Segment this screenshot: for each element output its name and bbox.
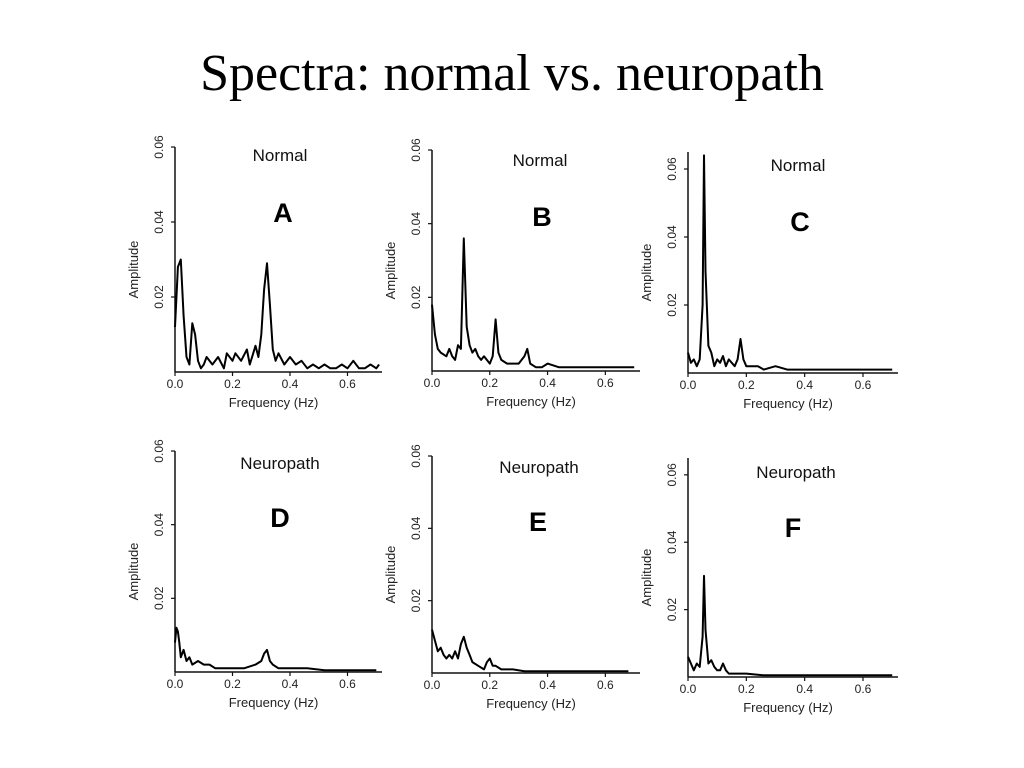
panel-letter-c: C: [790, 207, 810, 237]
series-line-e: [431, 629, 629, 673]
panel-letter-f: F: [785, 513, 802, 543]
y-tick-label-a: 0.04: [152, 210, 166, 234]
y-axis-label-c: Amplitude: [639, 244, 654, 302]
y-axis-label-a: Amplitude: [126, 241, 141, 299]
series-line-a: [174, 258, 380, 370]
y-axis-label-d: Amplitude: [126, 543, 141, 601]
x-tick-label-d: 0.6: [339, 677, 356, 691]
y-tick-label-a: 0.06: [152, 135, 166, 159]
x-tick-label-a: 0.6: [339, 377, 356, 391]
x-tick-label-c: 0.4: [796, 378, 813, 392]
x-tick-label-e: 0.2: [481, 678, 498, 692]
y-tick-label-d: 0.04: [152, 513, 166, 537]
panel-letter-e: E: [529, 507, 547, 537]
x-axis-label-a: Frequency (Hz): [229, 395, 319, 410]
x-tick-label-c: 0.2: [738, 378, 755, 392]
x-tick-label-a: 0.4: [282, 377, 299, 391]
y-tick-label-c: 0.06: [665, 157, 679, 181]
x-axis-label-b: Frequency (Hz): [486, 394, 576, 409]
x-tick-label-f: 0.4: [796, 682, 813, 696]
x-tick-label-f: 0.6: [855, 682, 872, 696]
series-line-d: [174, 626, 377, 672]
chart-d: 0.0 0.2 0.4 0.6 0.02 0.04 0.06 Frequency (Hz) Am…: [126, 439, 382, 710]
x-tick-label-a: 0.0: [167, 377, 184, 391]
x-tick-label-c: 0.6: [855, 378, 872, 392]
series-line-c: [687, 154, 893, 371]
x-tick-label-b: 0.4: [539, 376, 556, 390]
y-axis-label-e: Amplitude: [383, 546, 398, 604]
y-tick-label-c: 0.02: [665, 293, 679, 317]
y-tick-label-e: 0.06: [409, 444, 423, 468]
y-tick-label-c: 0.04: [665, 225, 679, 249]
x-axis-label-f: Frequency (Hz): [743, 700, 833, 715]
y-tick-label-a: 0.02: [152, 285, 166, 309]
y-tick-label-e: 0.02: [409, 589, 423, 613]
chart-f: 0.0 0.2 0.4 0.6 0.02 0.04 0.06 Frequency (Hz) Am…: [639, 458, 898, 715]
panel-letter-b: B: [532, 202, 552, 232]
y-axis-label-b: Amplitude: [383, 242, 398, 300]
y-tick-label-f: 0.02: [665, 598, 679, 622]
panel-letter-a: A: [273, 198, 293, 228]
y-tick-label-e: 0.04: [409, 516, 423, 540]
x-tick-label-e: 0.6: [597, 678, 614, 692]
y-tick-label-d: 0.06: [152, 439, 166, 463]
x-tick-label-f: 0.2: [738, 682, 755, 696]
x-tick-label-b: 0.2: [481, 376, 498, 390]
x-tick-label-d: 0.4: [282, 677, 299, 691]
x-tick-label-e: 0.4: [539, 678, 556, 692]
x-axis-label-e: Frequency (Hz): [486, 696, 576, 711]
chart-b: 0.0 0.2 0.4 0.6 0.02 0.04 0.06 Frequency (Hz) Am…: [383, 138, 640, 409]
chart-title-d: Neuropath: [240, 454, 319, 473]
y-tick-label-b: 0.02: [409, 285, 423, 309]
x-tick-label-d: 0.2: [224, 677, 241, 691]
chart-c: 0.0 0.2 0.4 0.6 0.02 0.04 0.06 Frequency (Hz) Am…: [639, 152, 898, 411]
panel-letter-d: D: [270, 503, 290, 533]
x-tick-label-b: 0.6: [597, 376, 614, 390]
chart-title-b: Normal: [513, 151, 568, 170]
x-axis-label-c: Frequency (Hz): [743, 396, 833, 411]
chart-title-c: Normal: [771, 156, 826, 175]
y-tick-label-d: 0.02: [152, 586, 166, 610]
x-tick-label-f: 0.0: [680, 682, 697, 696]
x-tick-label-a: 0.2: [224, 377, 241, 391]
x-tick-label-d: 0.0: [167, 677, 184, 691]
series-line-f: [687, 574, 893, 677]
y-tick-label-b: 0.06: [409, 138, 423, 162]
x-tick-label-e: 0.0: [424, 678, 441, 692]
chart-a: 0.0 0.2 0.4 0.6 0.02 0.04 0.06 Frequency (Hz) Am…: [126, 135, 382, 410]
chart-e: 0.0 0.2 0.4 0.6 0.02 0.04 0.06 Frequency (Hz) Am…: [383, 444, 640, 711]
y-tick-label-b: 0.04: [409, 212, 423, 236]
chart-title-f: Neuropath: [756, 463, 835, 482]
y-tick-label-f: 0.06: [665, 463, 679, 487]
slide-title: Spectra: normal vs. neuropath: [200, 45, 824, 102]
x-axis-label-d: Frequency (Hz): [229, 695, 319, 710]
y-axis-label-f: Amplitude: [639, 549, 654, 607]
y-tick-label-f: 0.04: [665, 530, 679, 554]
chart-title-a: Normal: [253, 146, 308, 165]
x-tick-label-b: 0.0: [424, 376, 441, 390]
series-line-b: [431, 237, 635, 369]
x-tick-label-c: 0.0: [680, 378, 697, 392]
chart-title-e: Neuropath: [499, 458, 578, 477]
